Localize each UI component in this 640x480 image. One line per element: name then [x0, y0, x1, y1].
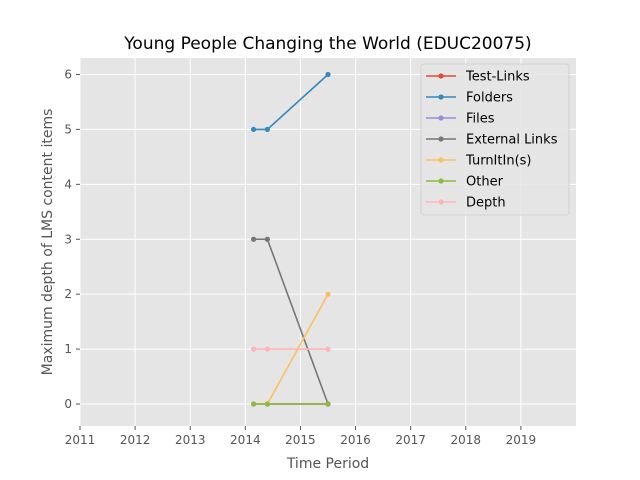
data-point	[251, 346, 257, 352]
x-tick-label: 2016	[340, 433, 371, 447]
x-tick-label: 2011	[65, 433, 96, 447]
legend-frame	[420, 63, 570, 216]
data-point	[325, 346, 331, 352]
legend-swatch-marker	[438, 199, 444, 205]
x-tick-label: 2012	[120, 433, 151, 447]
data-point	[325, 71, 331, 78]
y-axis-ticks: 0 1 2 3 4 5 6	[64, 67, 80, 411]
y-tick-label: 1	[64, 342, 72, 356]
data-point	[264, 126, 270, 133]
legend-item: Folders	[426, 91, 513, 106]
data-point	[264, 401, 270, 407]
legend-label: Files	[466, 112, 495, 127]
legend-swatch-marker	[438, 157, 444, 163]
data-point	[325, 291, 331, 297]
y-tick-label: 3	[64, 232, 72, 246]
series-depth	[251, 346, 331, 352]
legend-swatch-marker	[438, 73, 444, 79]
legend-item: Files	[426, 112, 495, 127]
x-tick-label: 2013	[175, 433, 206, 447]
y-tick-label: 2	[64, 287, 72, 301]
x-tick-label: 2015	[285, 433, 316, 447]
legend-item: Depth	[426, 196, 506, 211]
y-axis-label: Maximum depth of LMS content items	[40, 109, 56, 376]
legend-item: Test-Links	[426, 70, 530, 85]
chart-title: Young People Changing the World (EDUC200…	[123, 34, 531, 54]
legend-item: External Links	[426, 133, 558, 148]
x-axis-label: Time Period	[286, 456, 369, 472]
x-tick-label: 2018	[451, 433, 482, 447]
legend-label: External Links	[466, 133, 558, 148]
y-tick-label: 5	[64, 122, 72, 136]
x-tick-label: 2019	[506, 433, 537, 447]
legend-swatch-marker	[438, 115, 444, 121]
y-tick-label: 6	[64, 67, 72, 81]
legend-label: TurnItIn(s)	[465, 154, 531, 169]
series-folders	[251, 71, 331, 133]
x-tick-label: 2014	[230, 433, 261, 447]
series-other	[251, 401, 331, 407]
legend-label: Test-Links	[465, 70, 530, 85]
y-tick-label: 4	[64, 177, 72, 191]
data-point	[251, 236, 257, 242]
legend-swatch-marker	[438, 94, 444, 100]
data-point	[264, 236, 270, 242]
legend-label: Depth	[466, 196, 506, 211]
x-axis-ticks: 2011 2012 2013 2014 2015 2016 2017 2018 2019	[65, 426, 536, 447]
data-point	[251, 126, 257, 133]
legend-item: TurnItIn(s)	[426, 154, 531, 169]
legend-label: Folders	[466, 91, 513, 106]
legend-swatch-marker	[438, 178, 444, 184]
legend-swatch-marker	[438, 136, 444, 142]
y-tick-label: 0	[64, 397, 72, 411]
data-point	[251, 401, 257, 407]
legend-label: Other	[466, 175, 504, 190]
x-tick-label: 2017	[395, 433, 426, 447]
legend: Test-Links Folders Files External Links Turn…	[420, 63, 570, 216]
data-point	[264, 346, 270, 352]
legend-item: Other	[426, 175, 504, 190]
series-layer	[251, 71, 331, 407]
data-point	[325, 401, 331, 407]
